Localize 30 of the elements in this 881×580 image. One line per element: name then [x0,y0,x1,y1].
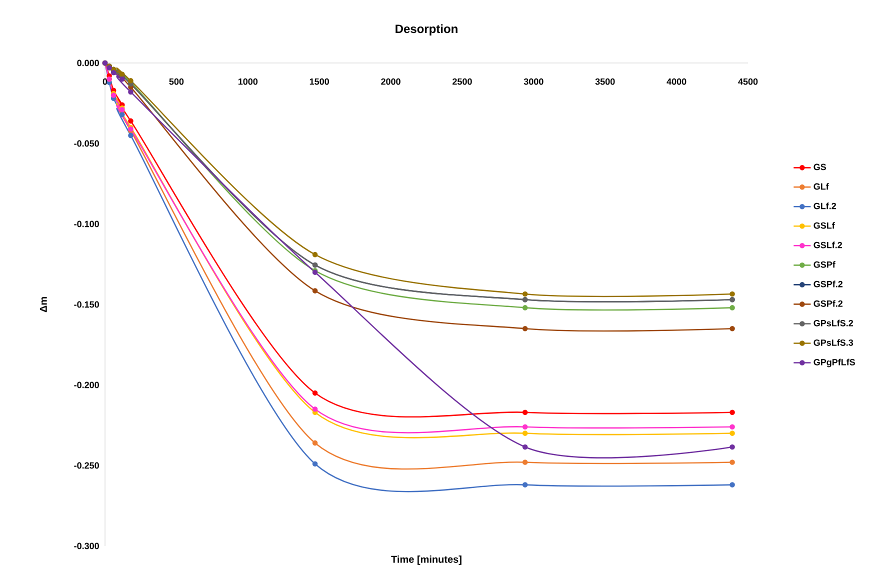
y-tick-label: -0.100 [74,220,99,228]
legend-label: GPsLfS.2 [814,320,854,326]
y-tick-label: 0.000 [77,60,99,66]
x-tick-label: 2000 [381,78,400,85]
legend-label: GSLf [814,222,835,229]
y-tick-label: -0.250 [74,462,99,469]
x-tick-label: 1000 [238,78,258,85]
x-tick-label: 1500 [310,78,329,85]
y-axis-title: Δm [40,297,47,312]
legend-label: GSPf [814,261,836,268]
y-tick-label: -0.150 [74,301,99,308]
chart-title: Desorption [396,24,458,36]
x-tick-label: 500 [169,78,184,85]
x-tick-label: 4500 [738,78,758,85]
x-axis-title: Time [minutes] [391,556,462,565]
x-tick-label: 2500 [452,78,472,85]
legend-label: GSPf.2 [814,300,843,307]
legend-label: GSPf.2 [814,280,843,288]
x-tick-label: 3000 [524,78,544,85]
legend-label: GLf.2 [814,202,836,210]
y-tick-label: -0.050 [74,140,99,147]
y-tick-label: -0.300 [74,542,99,550]
legend-label: GLf [814,183,829,190]
legend-label: GPgPfLfS [814,358,856,368]
x-tick-label: 4000 [666,78,686,85]
legend-label: GPsLfS.3 [814,339,854,346]
y-tick-label: -0.200 [74,382,99,388]
x-tick-label: 3500 [595,78,615,85]
legend-label: GSLf.2 [814,242,842,248]
legend-label: GS [814,164,826,170]
